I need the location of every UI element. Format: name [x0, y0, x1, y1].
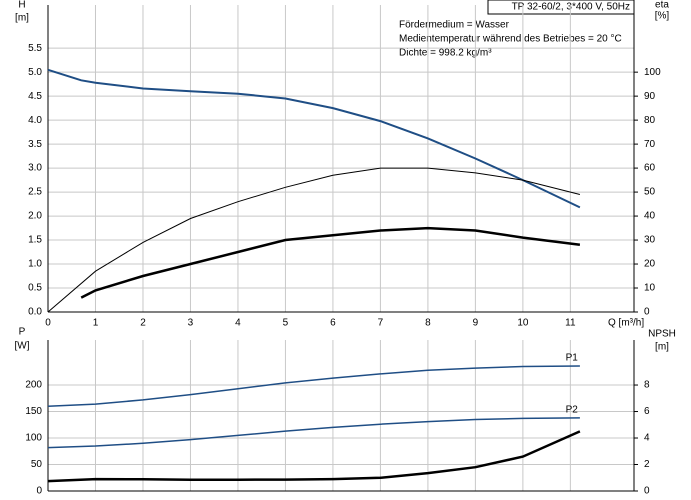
curve [47, 68, 581, 209]
y-tick-label: 100 [25, 433, 42, 444]
y-tick-label: 4.0 [28, 115, 42, 126]
x-tick-label: 10 [517, 318, 529, 329]
y2-tick-label: 40 [644, 211, 656, 222]
y-axis-label: [W] [15, 341, 30, 352]
y-tick-label: 4.5 [28, 91, 42, 102]
y2-tick-label: 60 [644, 163, 656, 174]
y-axis-label: [m] [15, 13, 29, 24]
y2-tick-label: 100 [644, 67, 661, 78]
y2-tick-label: 30 [644, 235, 656, 246]
y-tick-label: 2.0 [28, 211, 42, 222]
y-tick-label: 150 [25, 406, 42, 417]
x-tick-label: 2 [140, 318, 146, 329]
y-tick-label: 5.5 [28, 43, 42, 54]
curve [80, 226, 581, 299]
y-tick-label: 1.0 [28, 259, 42, 270]
y2-axis-label: NPSH [648, 329, 676, 340]
y2-tick-label: 70 [644, 139, 656, 150]
y2-tick-label: 10 [644, 283, 656, 294]
y-tick-label: 0.5 [28, 283, 42, 294]
y2-tick-label: 8 [644, 380, 650, 391]
y2-tick-label: 4 [644, 433, 650, 444]
curve [47, 167, 581, 313]
y-tick-label: 0 [36, 486, 42, 497]
x-tick-label: 0 [45, 318, 51, 329]
y2-axis-label: eta [655, 0, 669, 11]
x-tick-label: 4 [235, 318, 241, 329]
y-tick-label: 2.5 [28, 187, 42, 198]
y-tick-label: 1.5 [28, 235, 42, 246]
y-axis-label: H [18, 0, 25, 11]
y-tick-label: 3.5 [28, 139, 42, 150]
y-tick-label: 5.0 [28, 67, 42, 78]
x-tick-label: 1 [93, 318, 99, 329]
y2-tick-label: 80 [644, 115, 656, 126]
curve [47, 430, 581, 483]
y-tick-label: 3.0 [28, 163, 42, 174]
annotation: Dichte = 998.2 kg/m³ [399, 48, 492, 59]
y2-tick-label: 90 [644, 91, 656, 102]
y2-tick-label: 2 [644, 459, 650, 470]
x-tick-label: 11 [565, 318, 576, 329]
x-axis-label: Q [m³/h] [608, 318, 644, 329]
y2-tick-label: 0 [644, 486, 650, 497]
x-tick-label: 6 [330, 318, 336, 329]
y-tick-label: 200 [25, 380, 42, 391]
series-label: P1 [566, 353, 579, 364]
y2-tick-label: 6 [644, 406, 650, 417]
x-tick-label: 5 [283, 318, 289, 329]
y2-tick-label: 20 [644, 259, 656, 270]
x-tick-label: 8 [425, 318, 431, 329]
x-tick-label: 7 [378, 318, 384, 329]
x-tick-label: 9 [473, 318, 479, 329]
y-axis-label: P [19, 327, 26, 338]
x-tick-label: 3 [188, 318, 194, 329]
y-tick-label: 0.0 [28, 307, 42, 318]
curve [47, 417, 580, 449]
series-label: P2 [566, 405, 579, 416]
annotation: Fördermedium = Wasser [399, 20, 510, 31]
y-tick-label: 50 [31, 459, 43, 470]
y2-axis-label: [%] [655, 11, 670, 22]
annotation: Medientemperatur während des Betriebes =… [399, 34, 622, 45]
y2-tick-label: 50 [644, 187, 656, 198]
y2-tick-label: 0 [644, 307, 650, 318]
y2-axis-label: [m] [655, 342, 669, 353]
curve [47, 365, 580, 407]
